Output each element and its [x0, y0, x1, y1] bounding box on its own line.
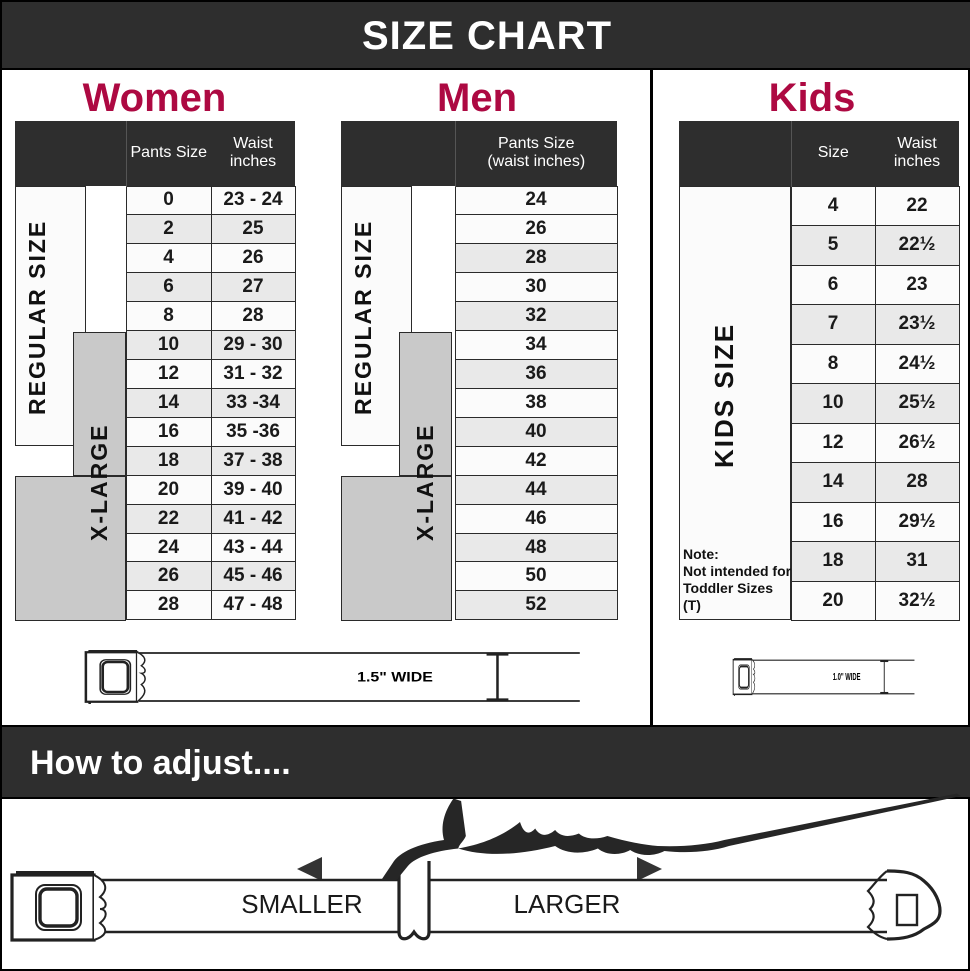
- svg-text:1.5" WIDE: 1.5" WIDE: [357, 669, 433, 685]
- svg-text:LARGER: LARGER: [514, 889, 621, 919]
- svg-text:1.0" WIDE: 1.0" WIDE: [833, 672, 861, 683]
- svg-text:SMALLER: SMALLER: [241, 889, 362, 919]
